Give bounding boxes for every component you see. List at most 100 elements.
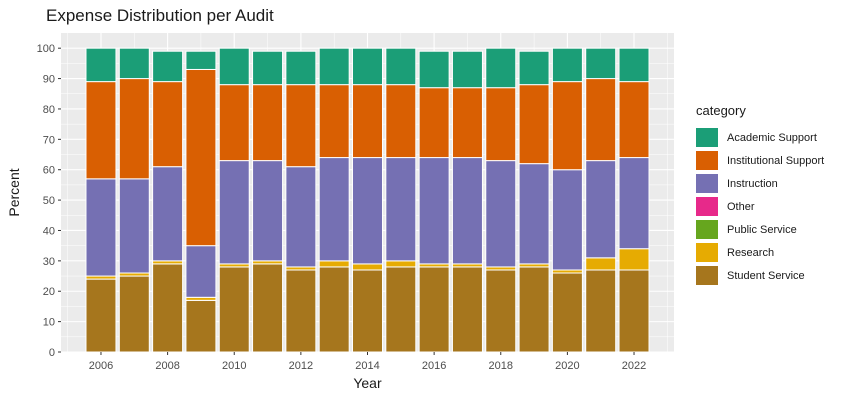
bar-segment [118, 78, 150, 180]
bar-segment [485, 160, 517, 268]
legend-items: Academic Support Institutional Support Ins… [696, 126, 846, 287]
bar-segment [218, 47, 250, 86]
bar-segment [285, 269, 317, 353]
x-tick-label: 2020 [555, 360, 579, 372]
legend-item: Institutional Support [696, 149, 846, 172]
bar-segment [385, 47, 417, 86]
legend-swatch [696, 266, 718, 285]
legend-item: Research [696, 241, 846, 264]
bar-segment [185, 68, 217, 247]
y-tick-label: 90 [43, 74, 55, 86]
y-tick-label: 10 [43, 317, 55, 329]
bar-segment [451, 87, 483, 159]
x-tick-label: 2008 [155, 360, 179, 372]
bar-segment [252, 263, 284, 353]
bar-segment [585, 160, 617, 259]
legend-item: Other [696, 195, 846, 218]
bar-segment [451, 157, 483, 265]
x-tick-label: 2018 [489, 360, 513, 372]
bar-segment [518, 50, 550, 86]
y-tick-label: 70 [43, 134, 55, 146]
bar-segment [352, 157, 383, 265]
bar-segment [585, 47, 617, 80]
bar-segment [85, 278, 117, 353]
bar-segment [618, 157, 650, 250]
x-tick-label: 2016 [422, 360, 446, 372]
bar-segment [418, 87, 450, 159]
bar-segment [152, 81, 184, 168]
bar-segment [352, 47, 383, 86]
bar-segment [318, 266, 350, 353]
bar-segment [218, 160, 250, 265]
bar-segment [218, 84, 250, 162]
x-tick-label: 2022 [622, 360, 646, 372]
y-tick-label: 100 [37, 43, 55, 55]
legend-label: Other [727, 200, 755, 213]
legend-swatch [696, 174, 718, 193]
bar-segment [518, 84, 550, 165]
bar-segment [285, 166, 317, 268]
y-tick-label: 80 [43, 104, 55, 116]
bar-segment [352, 84, 383, 159]
y-tick-label: 20 [43, 286, 55, 298]
legend-swatch [696, 243, 718, 262]
bar-segment [252, 50, 284, 86]
legend-label: Academic Support [727, 131, 817, 144]
legend-item: Academic Support [696, 126, 846, 149]
bar-segment [618, 47, 650, 83]
bar-segment [551, 47, 583, 83]
bar-segment [451, 266, 483, 353]
legend-item: Public Service [696, 218, 846, 241]
x-tick-label: 2014 [355, 360, 379, 372]
bar-segment [418, 266, 450, 353]
bar-segment [551, 272, 583, 353]
x-tick-label: 2006 [89, 360, 113, 372]
bar-segment [118, 178, 150, 274]
bar-segment [152, 50, 184, 83]
legend-swatch [696, 197, 718, 216]
legend-swatch [696, 220, 718, 239]
legend-label: Public Service [727, 223, 797, 236]
bar-segment [185, 50, 217, 70]
bar-segment [318, 260, 350, 268]
legend: category Academic Support Institutional S… [696, 103, 846, 287]
y-tick-label: 40 [43, 225, 55, 237]
x-axis-title: Year [353, 375, 382, 391]
y-tick-label: 60 [43, 165, 55, 177]
bar-segment [585, 269, 617, 353]
bar-segment [118, 47, 150, 80]
bar-segment [385, 260, 417, 268]
bar-segment [85, 81, 117, 180]
y-tick-label: 50 [43, 195, 55, 207]
bar-segment [218, 266, 250, 353]
legend-item: Instruction [696, 172, 846, 195]
bar-segment [485, 87, 517, 162]
bar-segment [185, 299, 217, 353]
legend-item: Student Service [696, 264, 846, 287]
bar-segment [385, 266, 417, 353]
bar-segment [418, 50, 450, 89]
bar-segment [385, 84, 417, 159]
bar-segment [551, 169, 583, 271]
x-tick-label: 2012 [289, 360, 313, 372]
legend-label: Instruction [727, 177, 778, 190]
bar-segment [418, 157, 450, 265]
bar-segment [285, 84, 317, 168]
bar-segment [85, 178, 117, 277]
bar-segment [585, 257, 617, 271]
y-tick-label: 30 [43, 256, 55, 268]
bar-segment [551, 81, 583, 171]
bar-segment [318, 47, 350, 86]
bar-segment [518, 163, 550, 265]
legend-label: Institutional Support [727, 154, 825, 167]
bar-segment [252, 160, 284, 262]
legend-label: Student Service [727, 269, 805, 282]
legend-swatch [696, 151, 718, 170]
bar-segment [618, 269, 650, 353]
bar-segment [385, 157, 417, 262]
x-tick-label: 2010 [222, 360, 246, 372]
bar-segment [318, 84, 350, 159]
bar-segment [585, 78, 617, 162]
bar-segment [485, 47, 517, 89]
bar-segment [518, 266, 550, 353]
